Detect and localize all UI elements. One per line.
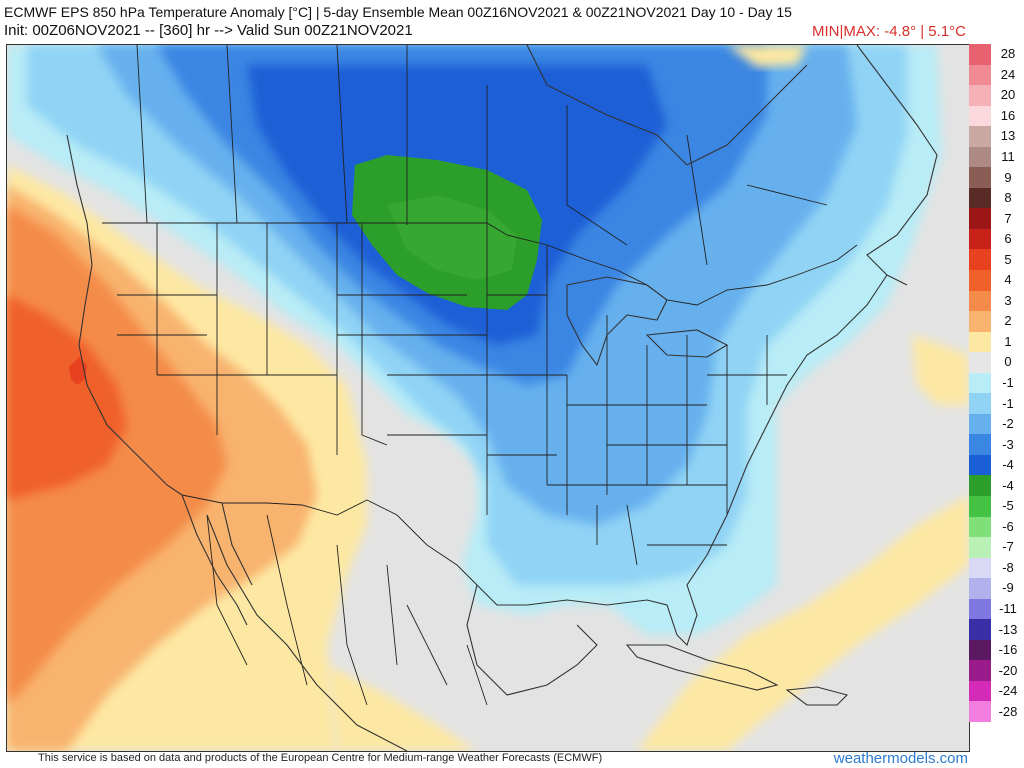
legend-swatch [969,475,991,497]
legend-label: -28 [998,703,1018,719]
legend-label: -2 [1002,416,1014,432]
legend-label: 4 [1004,272,1012,288]
legend-swatch [969,537,991,559]
brand-link[interactable]: weathermodels.com [833,750,968,767]
legend-label: -1 [1002,375,1014,390]
legend-label: -7 [1002,539,1014,555]
legend-swatch [969,44,991,65]
legend-swatch [969,680,991,702]
legend-swatch [969,557,991,579]
legend-swatch [969,64,991,86]
legend-label: -4 [1002,457,1014,473]
legend-swatch [969,639,991,661]
legend-label: -1 [1002,395,1014,411]
legend-swatch [969,393,991,415]
anomaly-atlantic-warm-patch [912,335,969,405]
legend-label: 11 [1001,149,1015,164]
color-legend: 28 24 20 16 13 11 9 8 7 6 5 4 3 2 1 0 -1 -1 -2 -3 -4 -4 -5 -6 -7… [969,44,1017,723]
legend-label: 6 [1004,231,1012,247]
hispaniola [785,686,849,706]
legend-swatch [969,167,991,189]
legend-swatch [969,228,991,250]
legend-label: -6 [1002,518,1014,534]
mexico-states [206,514,488,706]
legend-swatch [969,311,991,333]
legend-label: -20 [998,662,1018,678]
legend-label: 28 [1000,46,1016,62]
legend-label: -11 [999,601,1017,616]
cuba [625,644,779,691]
legend-label: -5 [1002,498,1014,514]
anomaly-map [6,44,970,752]
legend-swatch [969,290,991,312]
legend-swatch [969,516,991,538]
anomaly-caribbean-warm-band [637,495,969,751]
anomaly-plus4-region [7,295,127,500]
coastlines [66,45,938,751]
legend-label: -4 [1002,477,1014,493]
gulf-coastline [476,274,888,647]
legend-swatch [969,598,991,620]
legend-swatch [969,434,991,456]
legend-swatch [969,270,991,291]
legend-label: -8 [1002,559,1014,575]
legend-swatch [969,249,991,271]
legend-label: 8 [1004,190,1012,206]
legend-label: 16 [1000,107,1016,123]
legend-label: 20 [1000,87,1016,103]
legend-label: 5 [1004,251,1012,267]
great-lakes [566,276,729,367]
min-max-readout: MIN|MAX: -4.8° | 5.1°C [812,23,966,40]
us-mexico-border [181,494,478,586]
legend-label: -13 [998,621,1018,637]
state-lines [117,223,787,566]
legend-label: 13 [1000,128,1016,144]
anomaly-greenland-warm-patch [727,45,807,67]
legend-swatch [969,454,991,476]
legend-swatch [969,85,991,107]
legend-swatch [969,372,991,394]
legend-label: -24 [998,683,1018,699]
init-valid-line: Init: 00Z06NOV2021 -- [360] hr --> Valid… [4,22,413,39]
legend-swatch [969,187,991,209]
ecmwf-credit: This service is based on data and produc… [38,752,603,764]
canada-provinces [136,45,828,266]
legend-swatch [969,146,991,168]
legend-label: 9 [1004,169,1012,185]
legend-swatch [969,331,991,353]
pacific-coastline [66,134,408,751]
labrador-coast [856,45,938,286]
legend-swatch [969,208,991,230]
map-title: ECMWF EPS 850 hPa Temperature Anomaly [°… [4,4,792,20]
legend-swatch [969,578,991,600]
legend-swatch [969,701,991,723]
legend-label: -3 [1002,436,1014,452]
map-svg [7,45,969,751]
legend-label: 7 [1004,210,1012,226]
legend-swatch [969,619,991,641]
baja-peninsula [181,494,253,626]
legend-swatch [969,660,991,682]
yucatan-coast [466,584,598,696]
legend-swatch [969,413,991,435]
anomaly-coldest-inner [387,195,517,280]
legend-label: -9 [1002,580,1014,596]
legend-swatch [969,352,991,374]
legend-swatch [969,496,991,517]
legend-label: 24 [1000,66,1016,82]
legend-label: 1 [1004,333,1012,349]
legend-label: 0 [1004,354,1012,370]
legend-label: 2 [1004,313,1012,329]
hudson-bay [526,45,808,166]
legend-swatch [969,126,991,148]
legend-swatch [969,105,991,127]
legend-label: 3 [1004,292,1012,308]
legend-label: -16 [998,642,1018,658]
